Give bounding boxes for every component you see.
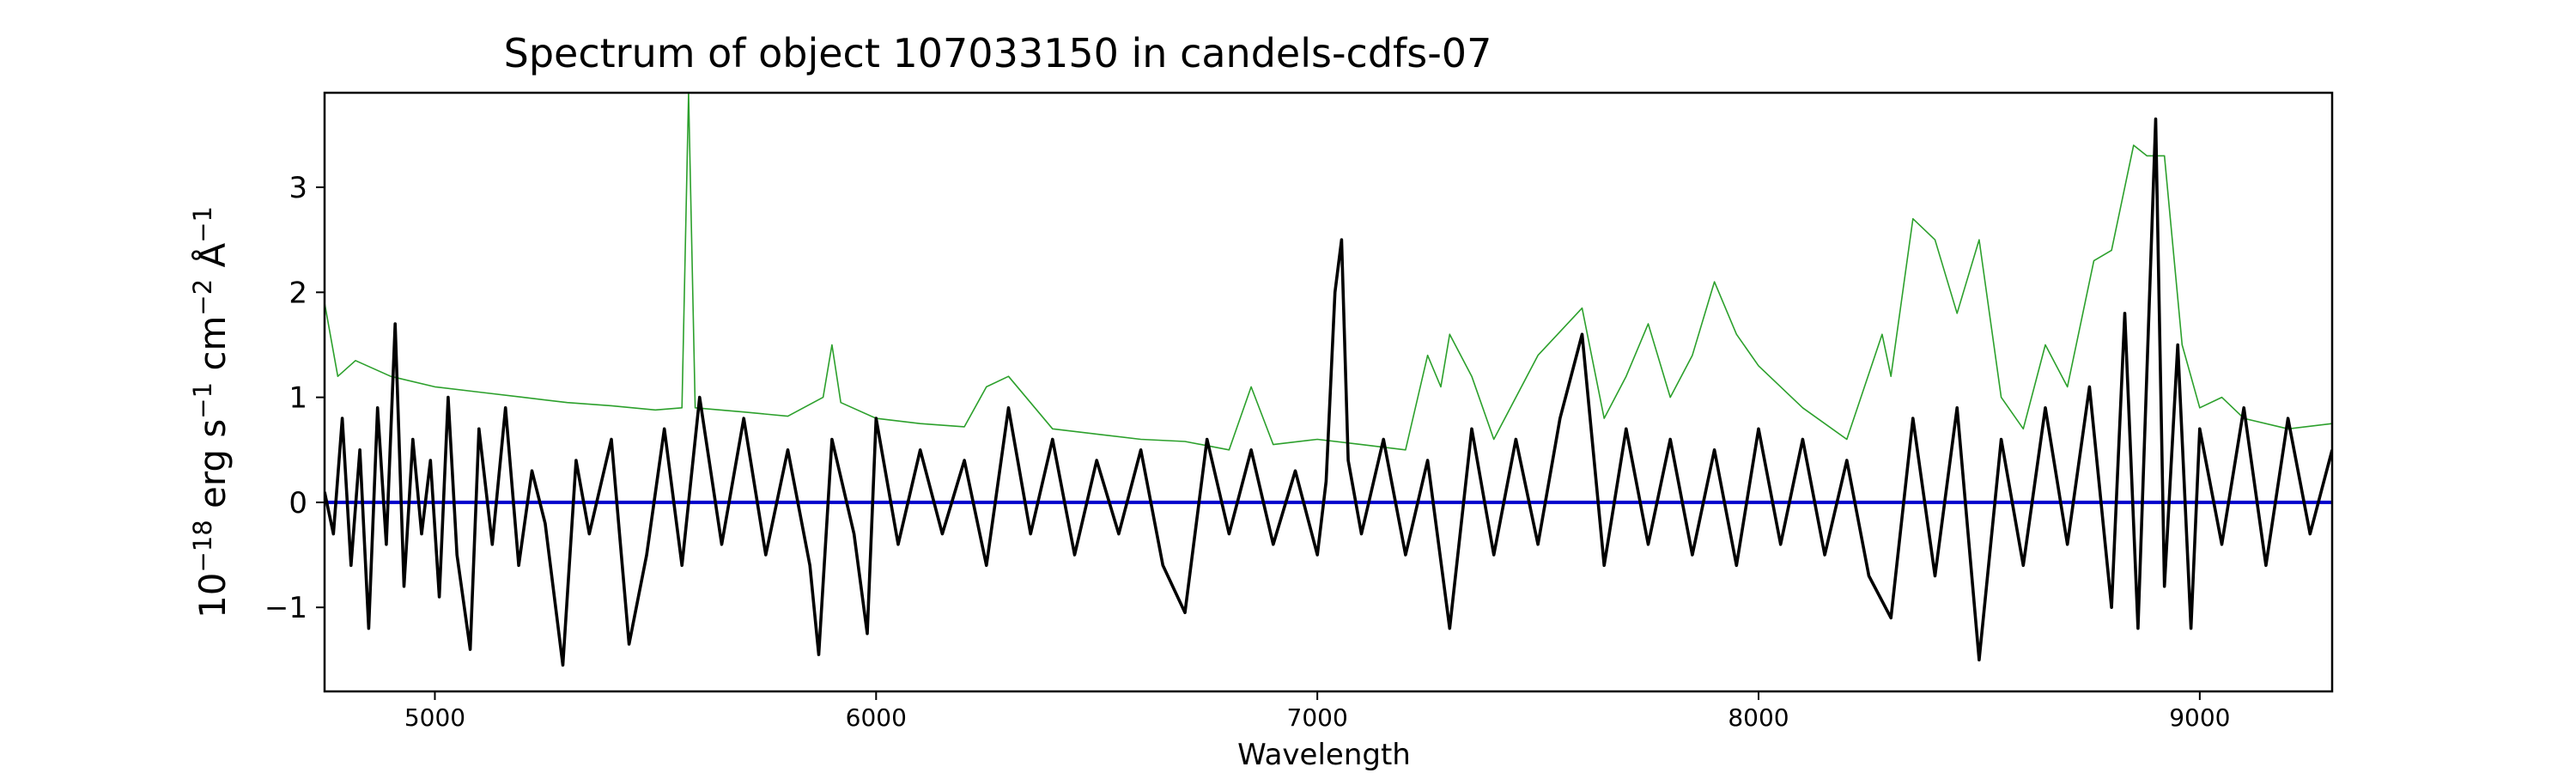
- x-tick-label: 7000: [1287, 703, 1348, 732]
- plot-frame: [323, 91, 2334, 693]
- y-axis-label: 10−18 erg s−1 cm−2 Å−1: [188, 206, 234, 618]
- y-label-exp: −18: [188, 520, 217, 572]
- x-tick-label: 5000: [404, 703, 465, 732]
- y-tick-label: 2: [289, 276, 307, 310]
- y-label-base: 10: [191, 573, 234, 618]
- series-line-flux: [325, 117, 2332, 667]
- y-label-A: Å: [191, 243, 234, 279]
- y-label-s-exp: −1: [188, 382, 217, 419]
- x-tick-label: 9000: [2169, 703, 2230, 732]
- y-tick-label: 3: [289, 171, 307, 205]
- y-label-cm-exp: −2: [188, 279, 217, 316]
- plot-area: 5000 6000 7000 8000 9000 −1 0 1 2 3: [264, 91, 2334, 732]
- y-tick-label: 0: [289, 486, 307, 520]
- y-label-cm: cm: [191, 316, 234, 382]
- y-label-rest: erg s: [191, 419, 234, 520]
- x-tick-label: 8000: [1728, 703, 1789, 732]
- x-axis-label: Wavelength: [1237, 738, 1411, 772]
- y-tick-label: −1: [264, 591, 307, 625]
- x-tick-label: 6000: [846, 703, 907, 732]
- series-line-noise: [325, 93, 2332, 451]
- y-tick-label: 1: [289, 381, 307, 416]
- y-label-A-exp: −1: [188, 206, 217, 243]
- chart-title: Spectrum of object 107033150 in candels-…: [504, 30, 1492, 76]
